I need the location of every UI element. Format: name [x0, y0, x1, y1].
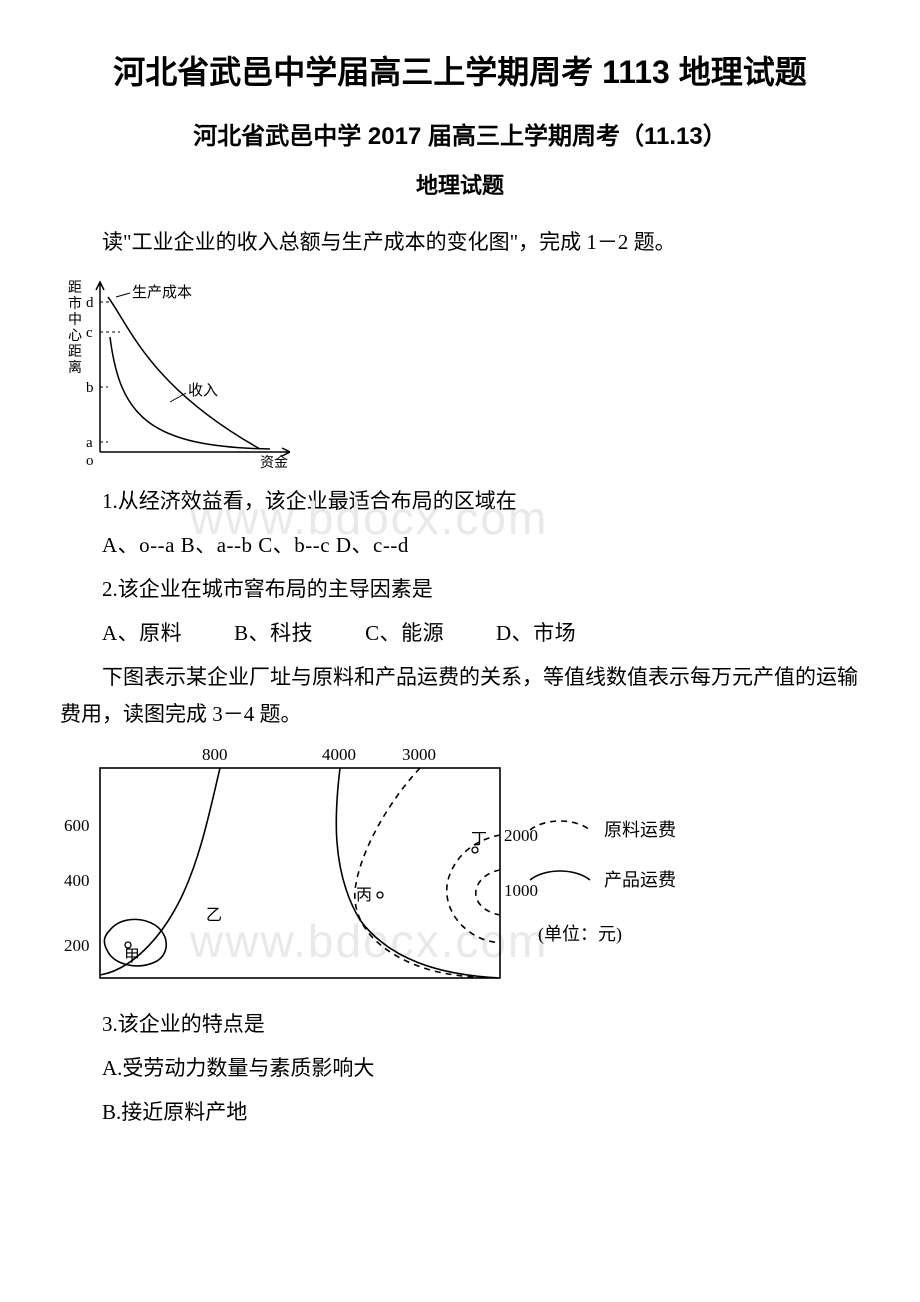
q2-options: A、原料 B、科技 C、能源 D、市场 [60, 615, 860, 653]
q1-text: 1.从经济效益看，该企业最适合布局的区域在 [60, 483, 860, 521]
svg-text:丁: 丁 [471, 831, 487, 848]
intro-1: 读"工业企业的收入总额与生产成本的变化图"，完成 1－2 题。 [60, 224, 860, 262]
chart1-svg: 距市中心距离dcbao生产成本收入资金 [60, 267, 290, 477]
svg-text:600: 600 [64, 816, 90, 835]
q1-options: A、o--a B、a--b C、b--c D、c--d [60, 527, 860, 565]
svg-text:b: b [86, 380, 94, 396]
svg-text:c: c [86, 325, 93, 341]
svg-text:d: d [86, 295, 94, 311]
svg-text:800: 800 [202, 745, 228, 764]
svg-text:4000: 4000 [322, 745, 356, 764]
svg-text:3000: 3000 [402, 745, 436, 764]
q2-opt-d: D、市场 [496, 621, 576, 645]
q2-opt-c: C、能源 [365, 621, 444, 645]
svg-text:丙: 丙 [356, 887, 372, 904]
svg-text:距: 距 [68, 344, 82, 360]
q2-opt-b: B、科技 [234, 621, 313, 645]
q2-opt-a: A、原料 [102, 621, 182, 645]
q3-opt-a: A.受劳动力数量与素质影响大 [60, 1050, 860, 1088]
svg-text:收入: 收入 [188, 382, 218, 399]
chart1-figure: 距市中心距离dcbao生产成本收入资金 [60, 267, 860, 477]
svg-text:市: 市 [68, 295, 82, 312]
q3-text: 3.该企业的特点是 [60, 1006, 860, 1044]
svg-text:原料运费: 原料运费 [604, 820, 676, 840]
svg-text:产品运费: 产品运费 [604, 870, 676, 890]
svg-text:中: 中 [68, 312, 82, 328]
svg-text:(单位：元): (单位：元) [538, 924, 622, 945]
q2-text: 2.该企业在城市窨布局的主导因素是 [60, 571, 860, 609]
svg-text:甲: 甲 [124, 948, 140, 965]
svg-text:400: 400 [64, 871, 90, 890]
q3-opt-b: B.接近原料产地 [60, 1094, 860, 1132]
doc-title-sub: 河北省武邑中学 2017 届高三上学期周考（11.13） [60, 115, 860, 158]
svg-text:离: 离 [68, 359, 82, 376]
chart2-figure: www.bdocx.com 80040003000600400200200010… [60, 740, 860, 1000]
svg-text:距: 距 [68, 280, 82, 296]
svg-text:200: 200 [64, 936, 90, 955]
intro-2: 下图表示某企业厂址与原料和产品运费的关系，等值线数值表示每万元产值的运输费用，读… [60, 659, 860, 735]
svg-text:生产成本: 生产成本 [132, 284, 192, 301]
svg-text:o: o [86, 453, 94, 469]
svg-text:乙: 乙 [206, 907, 222, 924]
svg-text:心: 心 [68, 328, 82, 344]
doc-title-sub2: 地理试题 [60, 166, 860, 206]
svg-text:资金: 资金 [260, 455, 288, 471]
svg-text:a: a [86, 435, 93, 451]
chart2-svg: 8004000300060040020020001000甲乙丙丁原料运费产品运费… [60, 740, 700, 1000]
doc-title-main: 河北省武邑中学届高三上学期周考 1113 地理试题 [60, 50, 860, 95]
svg-text:1000: 1000 [504, 881, 538, 900]
